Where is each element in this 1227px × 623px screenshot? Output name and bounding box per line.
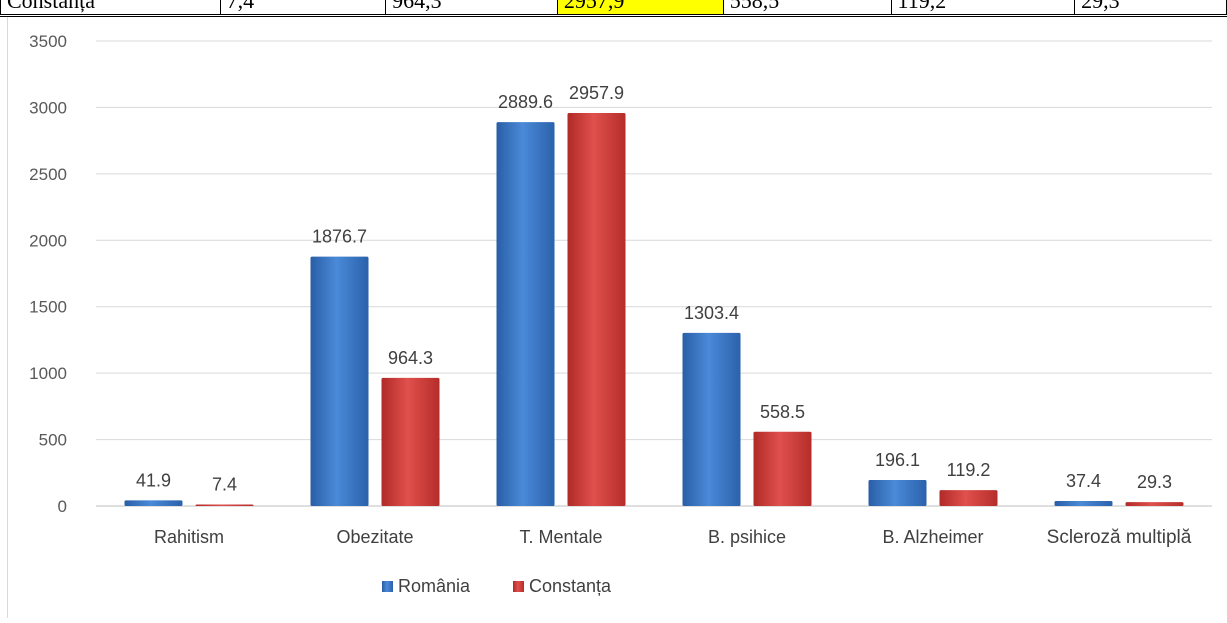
data-label: 964.3 bbox=[388, 348, 433, 368]
bar bbox=[310, 256, 369, 506]
bar bbox=[1054, 501, 1113, 506]
y-tick-label: 3000 bbox=[29, 98, 67, 117]
data-label: 558.5 bbox=[760, 402, 805, 422]
bar bbox=[195, 504, 254, 506]
y-tick-label: 2000 bbox=[29, 231, 67, 250]
bar bbox=[124, 500, 183, 506]
y-tick-label: 0 bbox=[58, 497, 67, 516]
bar bbox=[939, 490, 998, 506]
y-tick-label: 1500 bbox=[29, 298, 67, 317]
x-tick-label: Rahitism bbox=[154, 527, 224, 547]
legend-label: Constanța bbox=[529, 576, 612, 596]
data-table-strip: Constanța 7,4 964,3 2957,9 558,5 119,2 2… bbox=[0, 0, 1227, 17]
bar bbox=[496, 122, 555, 506]
y-tick-label: 1000 bbox=[29, 364, 67, 383]
x-tick-label: B. psihice bbox=[708, 527, 786, 547]
x-tick-label: B. Alzheimer bbox=[882, 527, 983, 547]
bar bbox=[753, 431, 812, 506]
bar bbox=[567, 113, 626, 507]
data-label: 37.4 bbox=[1066, 471, 1101, 491]
table-cell: 119,2 bbox=[890, 0, 1076, 15]
data-label: 2889.6 bbox=[498, 92, 553, 112]
data-label: 119.2 bbox=[947, 460, 991, 480]
data-label: 2957.9 bbox=[569, 83, 624, 103]
bar bbox=[1125, 502, 1184, 506]
x-tick-label: Obezitate bbox=[336, 527, 413, 547]
bar bbox=[868, 479, 927, 506]
y-tick-label: 500 bbox=[39, 431, 67, 450]
data-label: 29.3 bbox=[1137, 472, 1172, 492]
bar-chart: 0 500 1000 1500 2000 2500 3000 3500 41.9 7.4 Rahi… bbox=[29, 32, 1212, 596]
x-tick-label: T. Mentale bbox=[519, 527, 602, 547]
table-cell: 558,5 bbox=[722, 0, 892, 15]
y-tick-label: 3500 bbox=[29, 32, 67, 51]
table-cell: Constanța bbox=[0, 0, 221, 15]
y-tick-label: 2500 bbox=[29, 165, 67, 184]
table-cell-highlighted: 2957,9 bbox=[556, 0, 724, 15]
data-label: 1876.7 bbox=[312, 227, 367, 247]
data-label: 196.1 bbox=[875, 450, 920, 470]
data-label: 41.9 bbox=[136, 470, 171, 490]
data-label: 7.4 bbox=[212, 475, 237, 495]
bar bbox=[682, 332, 741, 506]
table-cell: 964,3 bbox=[385, 0, 558, 15]
data-table: Constanța 7,4 964,3 2957,9 558,5 119,2 2… bbox=[0, 0, 1227, 15]
legend-label: România bbox=[398, 576, 471, 596]
table-row: Constanța 7,4 964,3 2957,9 558,5 119,2 2… bbox=[0, 0, 1227, 15]
table-cell: 29,3 bbox=[1074, 0, 1227, 15]
data-label: 1303.4 bbox=[684, 303, 739, 323]
x-tick-label: Scleroză multiplă bbox=[1047, 527, 1192, 548]
chart-area: 0 500 1000 1500 2000 2500 3000 3500 41.9 7.4 Rahi… bbox=[7, 17, 1227, 618]
legend-swatch bbox=[513, 581, 524, 592]
legend-swatch bbox=[382, 581, 393, 592]
table-cell: 7,4 bbox=[219, 0, 387, 15]
bar bbox=[381, 377, 440, 506]
